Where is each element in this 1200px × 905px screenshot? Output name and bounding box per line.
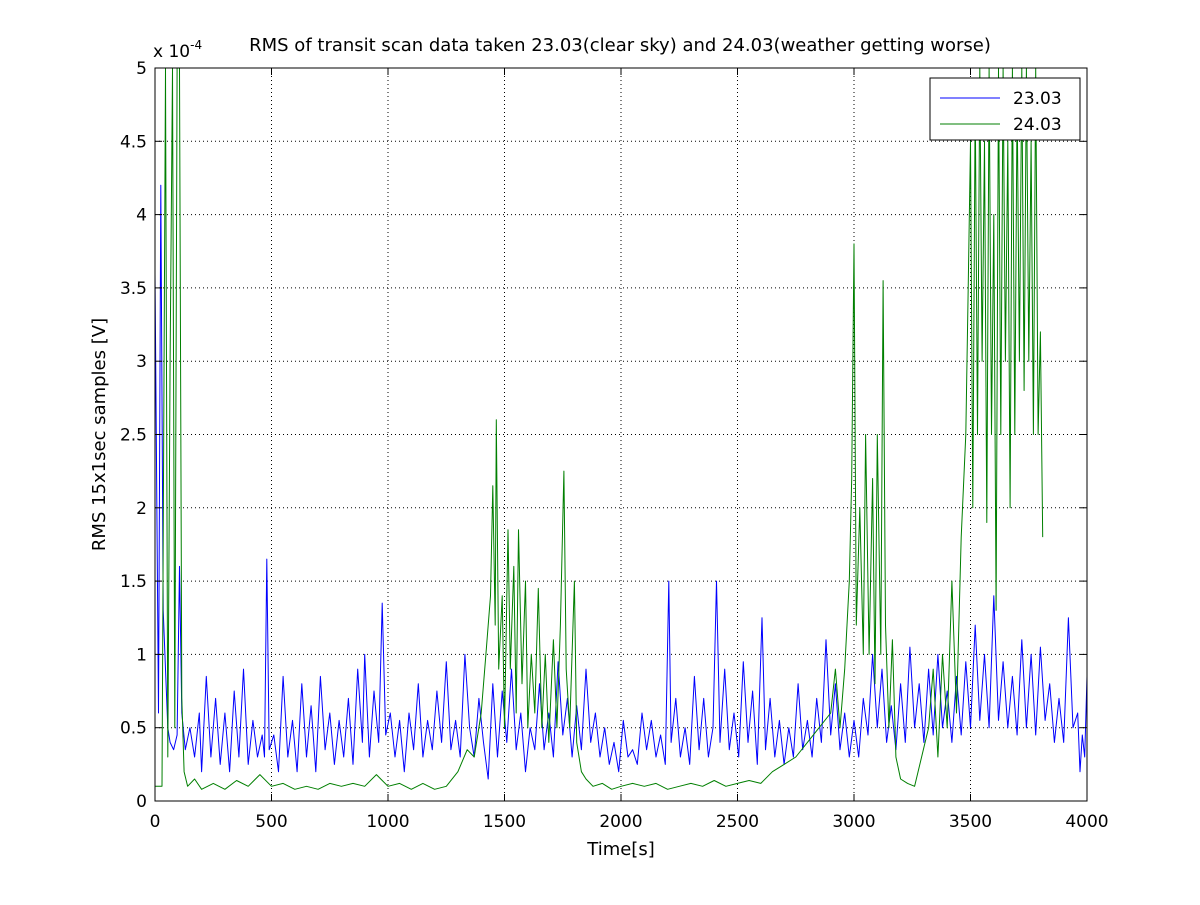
y-tick-label: 2 xyxy=(136,499,147,519)
axis-ticks: 0 500 1000 1500 2000 2500 3000 3500 4000 0 0.5 1 1.5… xyxy=(120,59,1109,832)
y-tick-label: 4.5 xyxy=(120,132,147,152)
y-tick-label: 0.5 xyxy=(120,719,147,739)
y-tick-label: 3 xyxy=(136,352,147,372)
legend-entry-label: 23.03 xyxy=(1013,89,1062,109)
x-tick-label: 1000 xyxy=(366,812,409,832)
y-tick-label: 1.5 xyxy=(120,572,147,592)
legend-entry-label: 24.03 xyxy=(1013,115,1062,135)
legend: 23.03 24.03 xyxy=(929,77,1081,141)
grid xyxy=(155,68,1087,801)
x-tick-label: 1500 xyxy=(483,812,526,832)
y-tick-label: 3.5 xyxy=(120,279,147,299)
x-axis-label: Time[s] xyxy=(586,839,654,860)
y-axis-label: RMS 15x1sec samples [V] xyxy=(89,318,110,551)
y-tick-label: 0 xyxy=(136,792,147,812)
plot-area xyxy=(155,68,1087,790)
series-line-23-03 xyxy=(155,184,1087,780)
y-tick-label: 5 xyxy=(136,59,147,79)
y-tick-label: 2.5 xyxy=(120,426,147,446)
chart-title: RMS of transit scan data taken 23.03(cle… xyxy=(249,35,991,56)
x-tick-label: 3500 xyxy=(949,812,992,832)
y-scale-factor: x 10-4 xyxy=(153,38,202,62)
legend-box xyxy=(929,77,1081,141)
y-scale-base: x 10 xyxy=(153,42,190,62)
y-tick-label: 4 xyxy=(136,206,147,226)
x-tick-label: 4000 xyxy=(1065,812,1108,832)
x-tick-label: 500 xyxy=(255,812,287,832)
x-tick-label: 2000 xyxy=(599,812,642,832)
series-line-24-03 xyxy=(155,68,1044,790)
x-tick-label: 0 xyxy=(150,812,161,832)
x-tick-label: 2500 xyxy=(716,812,759,832)
y-tick-label: 1 xyxy=(136,645,147,665)
x-tick-label: 3000 xyxy=(832,812,875,832)
y-scale-exponent: -4 xyxy=(190,38,202,52)
